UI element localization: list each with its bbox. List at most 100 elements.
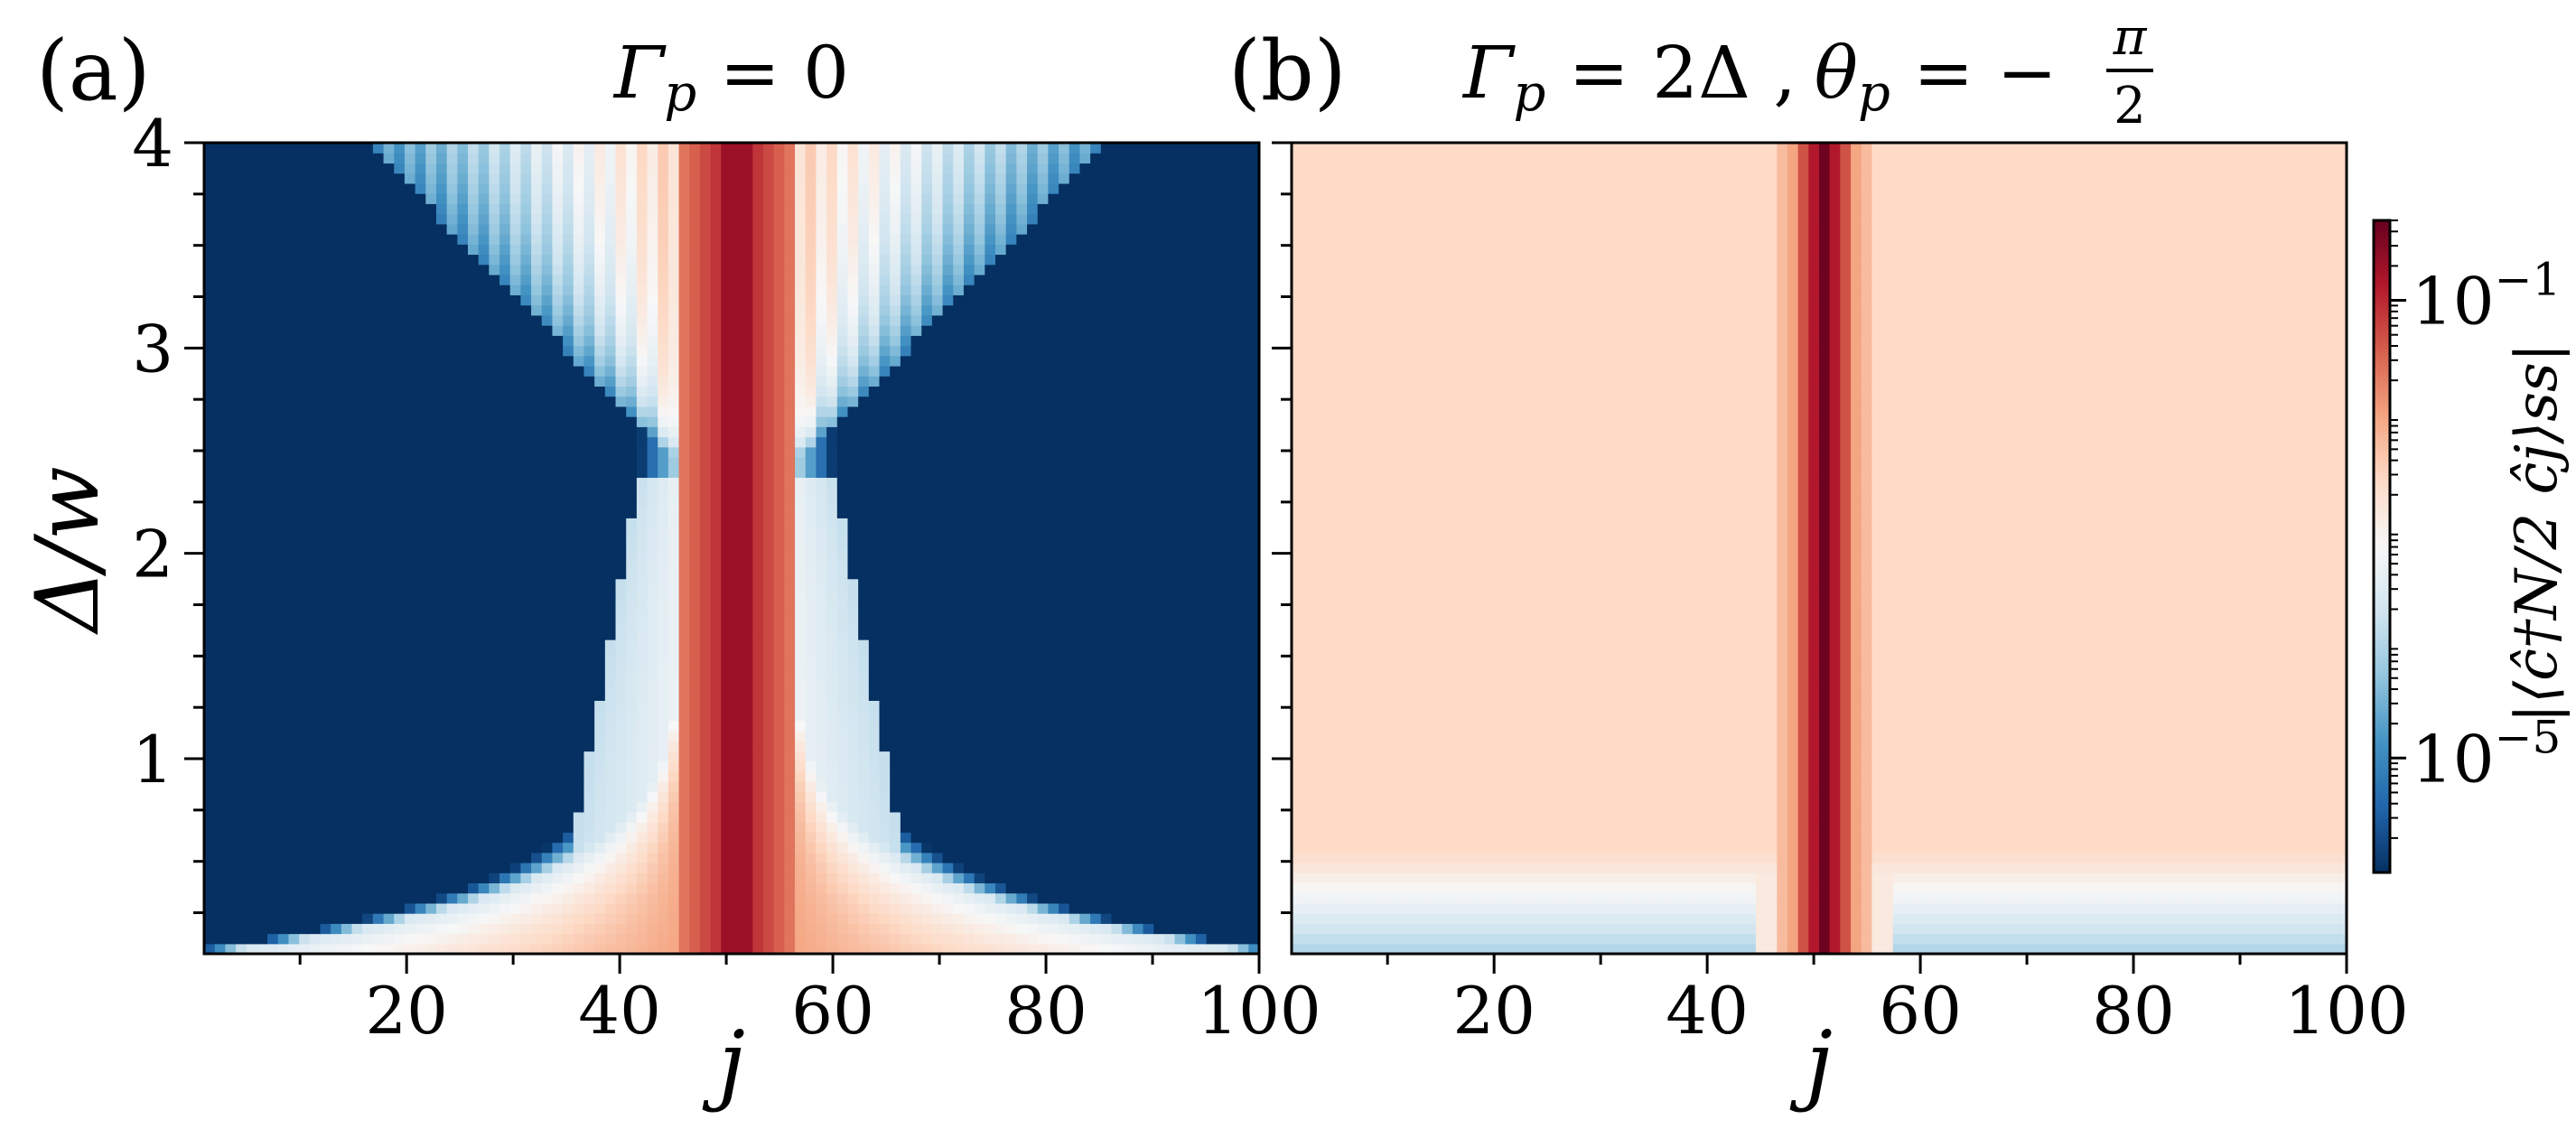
heatmap-cell: [594, 801, 606, 813]
heatmap-cell: [805, 781, 817, 792]
heatmap-cell: [246, 639, 257, 650]
heatmap-cell: [678, 558, 690, 570]
heatmap-cell: [1163, 599, 1176, 610]
heatmap-cell: [1069, 882, 1081, 894]
heatmap-cell: [1122, 558, 1134, 570]
heatmap-cell: [732, 497, 743, 509]
heatmap-cell: [288, 508, 300, 518]
heatmap-cell: [985, 882, 996, 894]
heatmap-cell: [214, 781, 226, 792]
heatmap-cell: [710, 913, 722, 924]
heatmap-cell: [667, 842, 680, 854]
heatmap-cell: [225, 649, 237, 661]
heatmap-cell: [1100, 467, 1113, 479]
heatmap-cell: [468, 933, 480, 945]
heatmap-cell: [1185, 527, 1197, 539]
heatmap-cell: [394, 700, 406, 712]
heatmap-cell: [1132, 872, 1144, 884]
heatmap-cell: [563, 882, 574, 894]
heatmap-cell: [489, 720, 500, 732]
heatmap-cell: [995, 649, 1007, 661]
heatmap-cell: [847, 832, 859, 844]
heatmap-cell: [1195, 568, 1208, 580]
heatmap-cell: [710, 943, 722, 954]
heatmap-cell: [615, 659, 627, 671]
heatmap-cell: [752, 882, 764, 894]
heatmap-cell: [732, 609, 743, 620]
heatmap-cell: [900, 679, 912, 691]
heatmap-cell: [1227, 690, 1239, 701]
heatmap-cell: [204, 508, 216, 518]
heatmap-cell: [667, 456, 680, 468]
heatmap-cell: [1059, 781, 1070, 792]
heatmap-cell: [678, 760, 690, 772]
heatmap-cell: [468, 770, 480, 782]
heatmap-cell: [425, 679, 437, 691]
heatmap-cell: [362, 902, 374, 914]
heatmap-cell: [710, 588, 722, 600]
heatmap-cell: [626, 842, 638, 854]
heatmap-cell: [531, 791, 543, 803]
heatmap-cell: [531, 548, 543, 559]
heatmap-cell: [931, 882, 944, 894]
heatmap-cell: [267, 720, 279, 732]
heatmap-cell: [225, 913, 237, 924]
heatmap-cell: [246, 477, 257, 489]
heatmap-cell: [732, 679, 743, 691]
heatmap-cell: [1027, 568, 1039, 580]
heatmap-cell: [383, 811, 395, 823]
heatmap-cell: [1048, 487, 1059, 499]
heatmap-cell: [288, 477, 300, 489]
heatmap-cell: [795, 760, 807, 772]
heatmap-cell: [394, 609, 406, 620]
heatmap-cell: [678, 456, 690, 468]
heatmap-cell: [604, 781, 617, 792]
heatmap-cell: [1005, 842, 1017, 854]
heatmap-cell: [1174, 842, 1186, 854]
heatmap-cell: [805, 609, 817, 620]
heatmap-cell: [225, 832, 237, 844]
heatmap-cell: [435, 832, 448, 844]
heatmap-cell: [974, 548, 985, 559]
heatmap-cell: [509, 629, 521, 640]
heatmap-cell: [362, 639, 374, 650]
heatmap-cell: [626, 832, 638, 844]
heatmap-cell: [921, 659, 933, 671]
heatmap-cell: [795, 811, 807, 823]
heatmap-cell: [1016, 862, 1028, 873]
heatmap-cell: [1206, 456, 1218, 468]
heatmap-cell: [1227, 882, 1239, 894]
heatmap-cell: [1122, 629, 1134, 640]
heatmap-cell: [626, 497, 638, 509]
heatmap-cell: [784, 446, 796, 458]
heatmap-cell: [499, 619, 511, 630]
heatmap-cell: [214, 497, 226, 509]
heatmap-cell: [394, 811, 406, 823]
heatmap-cell: [1227, 588, 1239, 600]
heatmap-cell: [457, 852, 469, 863]
heatmap-cell: [868, 923, 881, 935]
heatmap-cell: [974, 913, 985, 924]
heatmap-cell: [689, 537, 701, 549]
heatmap-cell: [721, 609, 733, 620]
heatmap-cell: [805, 558, 817, 570]
heatmap-cell: [732, 760, 743, 772]
heatmap-cell: [541, 456, 554, 468]
heatmap-cell: [246, 933, 257, 945]
heatmap-cell: [394, 933, 406, 945]
heatmap-cell: [246, 791, 257, 803]
heatmap-cell: [204, 467, 216, 479]
heatmap-cell: [594, 811, 606, 823]
heatmap-cell: [1237, 832, 1249, 844]
heatmap-cell: [773, 872, 785, 884]
heatmap-cell: [404, 679, 416, 691]
heatmap-cell: [383, 649, 395, 661]
heatmap-cell: [647, 781, 658, 792]
heatmap-cell: [246, 741, 257, 752]
heatmap-cell: [563, 497, 574, 509]
heatmap-cell: [963, 518, 975, 529]
heatmap-cell: [331, 619, 342, 630]
heatmap-cell: [288, 913, 300, 924]
heatmap-cell: [858, 872, 870, 884]
heatmap-cell: [1090, 781, 1102, 792]
